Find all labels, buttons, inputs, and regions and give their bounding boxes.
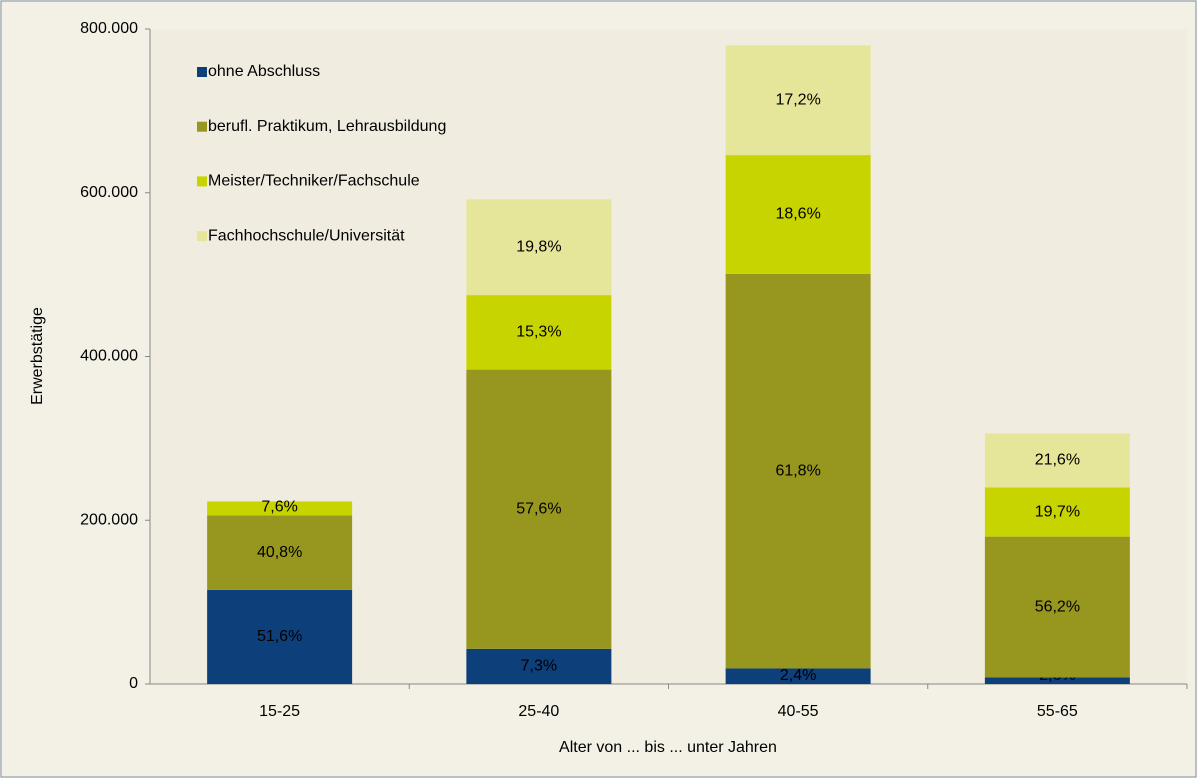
data-label: 40,8%: [257, 544, 302, 561]
bar-segment: [984, 677, 1130, 684]
bar-segment: [466, 369, 612, 649]
data-label: 7,6%: [261, 499, 297, 516]
bar-segment: [725, 45, 871, 156]
bar-segment: [466, 648, 612, 684]
y-axis-title: Erwerbstätige: [29, 307, 46, 405]
legend-swatch: [197, 231, 207, 242]
bar-segment: [725, 668, 871, 684]
bar-segment: [207, 589, 353, 684]
bar-segment: [984, 433, 1130, 488]
data-label: 2,4%: [780, 667, 816, 684]
legend-swatch: [197, 176, 207, 187]
x-tick-label: 25-40: [518, 703, 559, 720]
bar-segment: [466, 295, 612, 370]
bar-segment: [725, 155, 871, 274]
data-label: 15,3%: [516, 324, 561, 341]
legend-label: Meister/Techniker/Fachschule: [208, 173, 420, 190]
bar-segment: [725, 273, 871, 669]
data-label: 57,6%: [516, 500, 561, 517]
y-tick-label: 600.000: [80, 184, 138, 201]
legend-swatch: [197, 121, 207, 132]
data-label: 21,6%: [1035, 452, 1080, 469]
data-label: 18,6%: [775, 206, 820, 223]
bar-segment: [984, 487, 1130, 537]
data-label: 51,6%: [257, 628, 302, 645]
bar-segment: [207, 501, 353, 516]
bar-segment: [207, 515, 353, 590]
x-tick-label: 40-55: [778, 703, 819, 720]
x-axis-title: Alter von ... bis ... unter Jahren: [559, 739, 777, 756]
x-tick-label: 55-65: [1037, 703, 1078, 720]
y-tick-label: 800.000: [80, 20, 138, 37]
bar-segment: [984, 536, 1130, 678]
data-label: 17,2%: [775, 91, 820, 108]
legend-label: Fachhochschule/Universität: [208, 227, 405, 244]
y-tick-label: 400.000: [80, 348, 138, 365]
data-label: 56,2%: [1035, 598, 1080, 615]
legend-label: berufl. Praktikum, Lehrausbildung: [208, 118, 446, 135]
legend-label: ohne Abschluss: [208, 63, 320, 80]
data-label: 19,8%: [516, 238, 561, 255]
x-tick-label: 15-25: [259, 703, 300, 720]
data-label: 19,7%: [1035, 503, 1080, 520]
data-label: 7,3%: [521, 658, 557, 675]
data-label: 61,8%: [775, 462, 820, 479]
bar-segment: [466, 199, 612, 296]
y-tick-label: 200.000: [80, 511, 138, 528]
y-tick-label: 0: [129, 675, 138, 692]
legend-swatch: [197, 67, 207, 77]
